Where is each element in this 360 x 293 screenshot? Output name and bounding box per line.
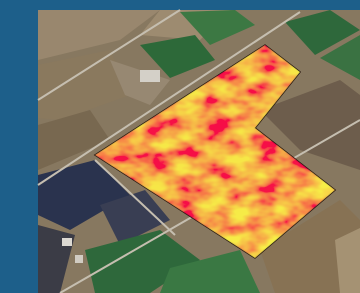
page: {}: [0, 0, 360, 293]
photo-frame: [0, 0, 360, 293]
